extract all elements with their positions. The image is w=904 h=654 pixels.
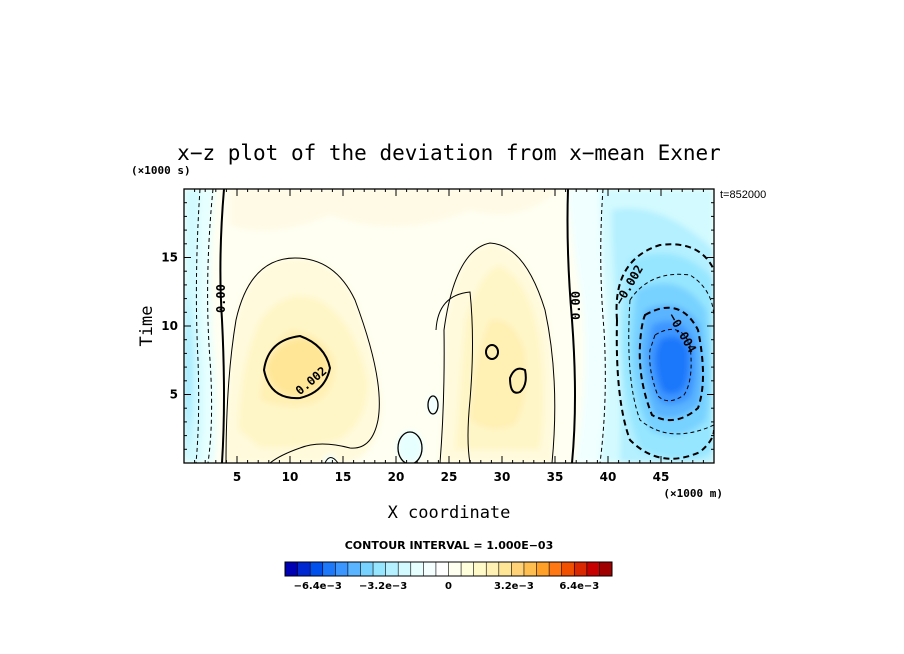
x-unit-label: (×1000 m) (663, 487, 723, 500)
colorbar-swatch (586, 562, 600, 576)
colorbar-swatch (511, 562, 525, 576)
chart-title: x−z plot of the deviation from x−mean Ex… (177, 141, 721, 165)
y-tick-label: 10 (161, 319, 178, 333)
colorbar-swatch (360, 562, 374, 576)
colorbar-tick-label: −3.2e−3 (359, 581, 407, 592)
time-stamp: t=852000 (720, 189, 766, 201)
colorbar-tick-label: 3.2e−3 (494, 581, 534, 592)
x-tick-label: 5 (233, 470, 241, 484)
colorbar-swatch (385, 562, 399, 576)
colorbar-swatch (347, 562, 361, 576)
x-tick-label: 25 (441, 470, 458, 484)
contour-label: 0.00 (569, 291, 583, 320)
colorbar-swatch (574, 562, 588, 576)
colorbar-swatch (410, 562, 424, 576)
colorbar-swatch (498, 562, 512, 576)
x-tick-label: 45 (653, 470, 670, 484)
colorbar-frame (284, 561, 613, 577)
colorbar-swatch (322, 562, 336, 576)
colorbar-swatch (398, 562, 412, 576)
colorbar-swatch (461, 562, 474, 576)
y-axis-label: Time (137, 306, 157, 347)
colorbar-swatch (335, 562, 349, 576)
colorbar-tick-label: 6.4e−3 (559, 581, 599, 592)
colorbar-swatch (486, 562, 500, 576)
x-tick-label: 35 (547, 470, 564, 484)
colorbar-swatch (549, 562, 562, 576)
contour-interval-label: CONTOUR INTERVAL = 1.000E−03 (345, 539, 554, 552)
colorbar-swatch (523, 562, 537, 576)
x-tick-label: 30 (494, 470, 511, 484)
x-tick-label: 20 (388, 470, 405, 484)
contour-label: 0.00 (214, 284, 228, 313)
y-tick-label: 5 (170, 388, 178, 402)
x-tick-label: 15 (335, 470, 352, 484)
x-axis-label: X coordinate (388, 503, 511, 523)
colorbar-tick-label: −6.4e−3 (294, 581, 342, 592)
plot-area (184, 189, 714, 463)
x-tick-label: 40 (600, 470, 617, 484)
colorbar-swatch (297, 562, 311, 576)
colorbar-swatch (423, 562, 437, 576)
colorbar-swatch (536, 562, 550, 576)
y-unit-label: (×1000 s) (131, 164, 191, 177)
colorbar-swatch (373, 562, 386, 576)
colorbar (284, 561, 613, 577)
colorbar-tick-label: 0 (445, 581, 452, 592)
colorbar-swatch (599, 562, 613, 576)
colorbar-swatch (561, 562, 575, 576)
colorbar-swatch (285, 562, 298, 576)
colorbar-swatch (435, 562, 449, 576)
y-tick-label: 15 (161, 251, 178, 265)
colorbar-swatch (473, 562, 487, 576)
colorbar-swatch (310, 562, 324, 576)
colorbar-swatch (448, 562, 462, 576)
x-tick-label: 10 (282, 470, 299, 484)
